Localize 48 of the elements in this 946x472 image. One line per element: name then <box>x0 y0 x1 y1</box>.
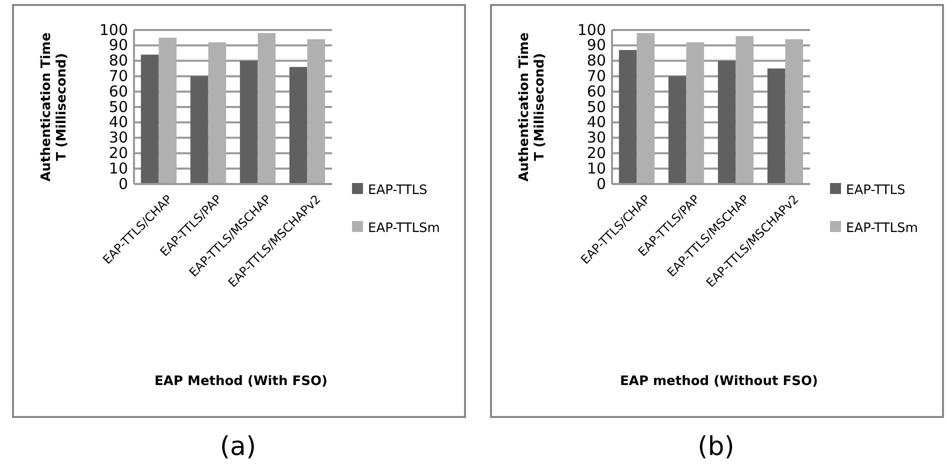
y-tick-label: 90 <box>586 36 606 54</box>
y-tick-label: 80 <box>108 52 128 70</box>
x-axis-title: EAP method (Without FSO) <box>620 374 818 389</box>
bar <box>767 68 786 184</box>
bar <box>785 39 804 184</box>
bar <box>140 54 159 184</box>
y-axis-title: Authentication Time T (Millisecond) <box>517 32 548 182</box>
y-tick-label: 70 <box>108 67 128 85</box>
y-tick-label: 40 <box>108 113 128 132</box>
y-tick-label: 10 <box>108 159 128 178</box>
y-tick-label: 60 <box>586 82 606 100</box>
y-tick-label: 0 <box>596 174 606 193</box>
x-axis-title: EAP Method (With FSO) <box>154 374 328 389</box>
bar <box>686 42 704 184</box>
bar <box>668 76 686 184</box>
y-tick-label: 50 <box>586 98 606 116</box>
bar <box>307 39 326 184</box>
y-tick-label: 60 <box>108 82 128 100</box>
y-tick-label: 20 <box>586 144 606 162</box>
bar <box>208 42 226 184</box>
y-tick-label: 0 <box>118 174 128 193</box>
bar <box>289 66 308 184</box>
legend-label: EAP-TTLSm <box>846 221 918 236</box>
y-tick-label: 20 <box>108 144 128 162</box>
bar <box>258 33 276 184</box>
y-tick-label: 80 <box>586 52 606 70</box>
bar <box>618 50 637 184</box>
y-tick-label: 30 <box>586 128 606 147</box>
bar <box>718 60 736 184</box>
text: (b) <box>698 432 734 462</box>
bar <box>158 38 177 184</box>
y-tick-label: 100 <box>99 20 128 39</box>
bar <box>240 60 258 184</box>
text: (a) <box>220 432 256 462</box>
bar <box>636 33 655 184</box>
legend-label: EAP-TTLS <box>846 183 906 198</box>
y-tick-label: 50 <box>108 98 128 116</box>
y-axis-title: Authentication Time T (Millisecond) <box>39 32 70 182</box>
legend-label: EAP-TTLSm <box>368 221 440 236</box>
y-tick-label: 10 <box>586 159 606 178</box>
y-tick-label: 100 <box>577 20 606 39</box>
y-tick-label: 90 <box>108 36 128 54</box>
y-tick-label: 70 <box>586 67 606 85</box>
bar <box>736 36 754 184</box>
y-tick-label: 40 <box>586 113 606 132</box>
bar <box>190 76 208 184</box>
y-tick-label: 30 <box>108 128 128 147</box>
legend-label: EAP-TTLS <box>368 183 428 198</box>
